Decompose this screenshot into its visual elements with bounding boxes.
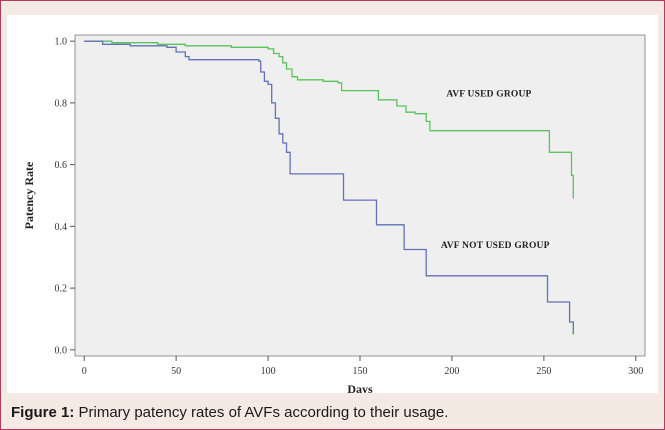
series-label-1: AVF USED GROUP [446,90,531,100]
x-tick-label: 200 [444,366,459,377]
y-tick-label: 0.0 [55,345,68,356]
caption-text: Primary patency rates of AVFs according … [74,404,449,421]
x-tick-label: 300 [628,366,643,377]
y-tick-label: 0.4 [55,222,68,233]
series-line-1 [84,40,574,199]
x-tick-label: 250 [536,366,551,377]
y-tick-label: 0.8 [55,98,68,109]
series-layer [84,40,574,335]
plot-area [74,34,646,357]
series-line-2 [84,40,574,335]
axes: 0.0 0.2 0.4 0.6 0.8 1.0 0 50 100 150 200 250 300 [55,37,644,377]
km-survival-chart: 0.0 0.2 0.4 0.6 0.8 1.0 0 50 100 150 200 250 300 AVF… [22,34,646,393]
x-tick-label: 100 [261,366,276,377]
x-axis-label: Days [347,382,373,393]
x-tick-label: 50 [171,366,181,377]
series-label-2: AVF NOT USED GROUP [441,241,550,251]
x-tick-label: 150 [353,366,368,377]
figure-caption: Figure 1: Primary patency rates of AVFs … [11,404,448,421]
plot-panel: 0.0 0.2 0.4 0.6 0.8 1.0 0 50 100 150 200 250 300 AVF… [7,15,658,393]
y-tick-label: 0.2 [55,284,68,295]
y-axis-label: Patency Rate [22,161,36,229]
caption-label: Figure 1: [11,404,75,421]
labels-layer: AVF USED GROUP AVF NOT USED GROUP [441,90,550,251]
y-tick-label: 0.6 [55,160,68,171]
y-tick-label: 1.0 [55,37,68,48]
x-tick-label: 0 [82,366,87,377]
